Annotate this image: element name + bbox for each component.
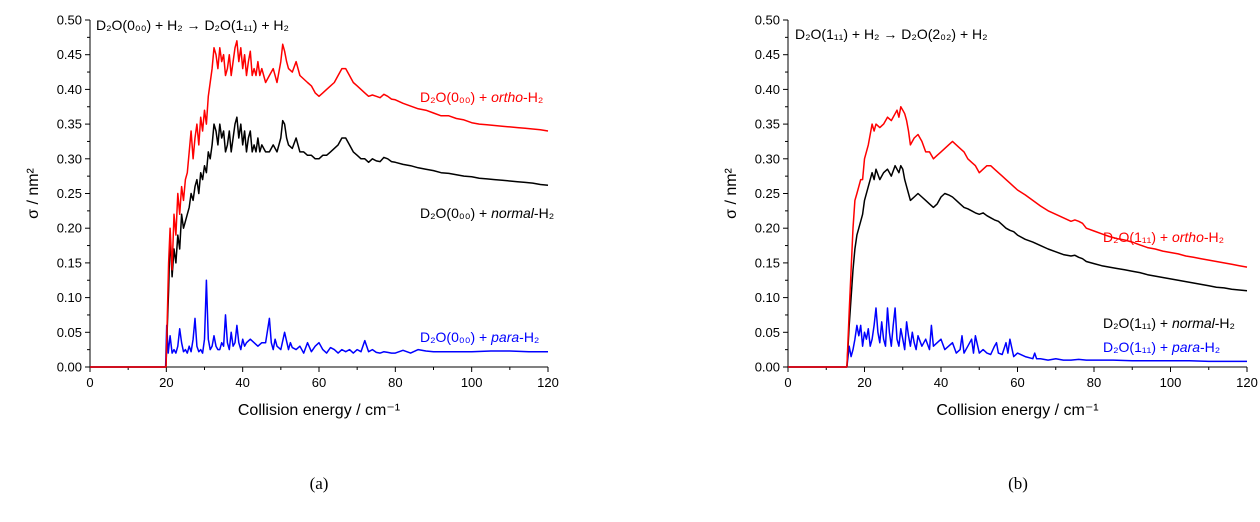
y-tick-label: 0.20 bbox=[755, 221, 780, 236]
x-tick-label: 60 bbox=[1010, 375, 1024, 390]
x-axis-title: Collision energy / cm⁻¹ bbox=[238, 402, 400, 419]
y-tick-label: 0.45 bbox=[57, 47, 82, 62]
chart-title: D₂O(0₀₀) + H₂ → D₂O(1₁₁) + H₂ bbox=[96, 17, 289, 33]
x-tick-label: 120 bbox=[1236, 375, 1258, 390]
y-tick-label: 0.30 bbox=[57, 151, 82, 166]
x-tick-label: 100 bbox=[1160, 375, 1182, 390]
y-tick-label: 0.45 bbox=[755, 47, 780, 62]
series-line-para bbox=[90, 279, 548, 368]
y-tick-label: 0.25 bbox=[57, 186, 82, 201]
y-tick-label: 0.40 bbox=[57, 82, 82, 97]
y-tick-label: 0.15 bbox=[57, 255, 82, 270]
series-line-ortho bbox=[90, 40, 549, 368]
series-line-para bbox=[788, 307, 1247, 368]
series-label-para: D₂O(0₀₀) + para-H₂ bbox=[420, 329, 539, 345]
series-line-normal bbox=[90, 116, 549, 368]
y-tick-label: 0.35 bbox=[755, 117, 780, 132]
panel-label: (b) bbox=[1008, 474, 1028, 493]
x-tick-label: 120 bbox=[537, 375, 559, 390]
series-line-ortho bbox=[788, 106, 1248, 368]
y-tick-label: 0.05 bbox=[57, 325, 82, 340]
x-tick-label: 60 bbox=[312, 375, 326, 390]
y-tick-label: 0.30 bbox=[755, 151, 780, 166]
series-line-normal bbox=[788, 164, 1248, 368]
x-tick-label: 40 bbox=[235, 375, 249, 390]
x-tick-label: 0 bbox=[784, 375, 791, 390]
series-label-para: D₂O(1₁₁) + para-H₂ bbox=[1103, 339, 1220, 355]
y-tick-label: 0.35 bbox=[57, 117, 82, 132]
panel-label: (a) bbox=[310, 474, 329, 493]
y-tick-label: 0.10 bbox=[57, 290, 82, 305]
y-axis-title: σ / nm² bbox=[723, 167, 740, 218]
x-tick-label: 40 bbox=[934, 375, 948, 390]
y-tick-label: 0.25 bbox=[755, 186, 780, 201]
y-tick-label: 0.05 bbox=[755, 325, 780, 340]
y-tick-label: 0.50 bbox=[755, 13, 780, 28]
series-label-ortho: D₂O(1₁₁) + ortho-H₂ bbox=[1103, 229, 1224, 245]
series-label-normal: D₂O(1₁₁) + normal-H₂ bbox=[1103, 315, 1235, 331]
chart-title: D₂O(1₁₁) + H₂ → D₂O(2₀₂) + H₂ bbox=[795, 26, 988, 42]
x-tick-label: 0 bbox=[86, 375, 93, 390]
x-tick-label: 20 bbox=[159, 375, 173, 390]
y-tick-label: 0.15 bbox=[755, 255, 780, 270]
series-label-normal: D₂O(0₀₀) + normal-H₂ bbox=[420, 205, 554, 221]
y-axis-title: σ / nm² bbox=[25, 167, 42, 218]
series-label-ortho: D₂O(0₀₀) + ortho-H₂ bbox=[420, 89, 543, 105]
y-tick-label: 0.10 bbox=[755, 290, 780, 305]
x-tick-label: 80 bbox=[1087, 375, 1101, 390]
x-tick-label: 80 bbox=[388, 375, 402, 390]
y-tick-label: 0.20 bbox=[57, 221, 82, 236]
y-tick-label: 0.50 bbox=[57, 13, 82, 28]
x-axis-title: Collision energy / cm⁻¹ bbox=[936, 402, 1098, 419]
x-tick-label: 20 bbox=[857, 375, 871, 390]
y-tick-label: 0.40 bbox=[755, 82, 780, 97]
y-tick-label: 0.00 bbox=[57, 360, 82, 375]
x-tick-label: 100 bbox=[461, 375, 483, 390]
y-tick-label: 0.00 bbox=[755, 360, 780, 375]
chart-panel-b: 0 20 40 60 80 100 120 0.00 0.05 0.10 0.15 0.20 0.25 0… bbox=[723, 13, 1258, 494]
chart-panel-a: 0 20 40 60 80 100 120 0.00 0.05 0.10 0.15 0.20 0.25 0… bbox=[25, 13, 559, 494]
